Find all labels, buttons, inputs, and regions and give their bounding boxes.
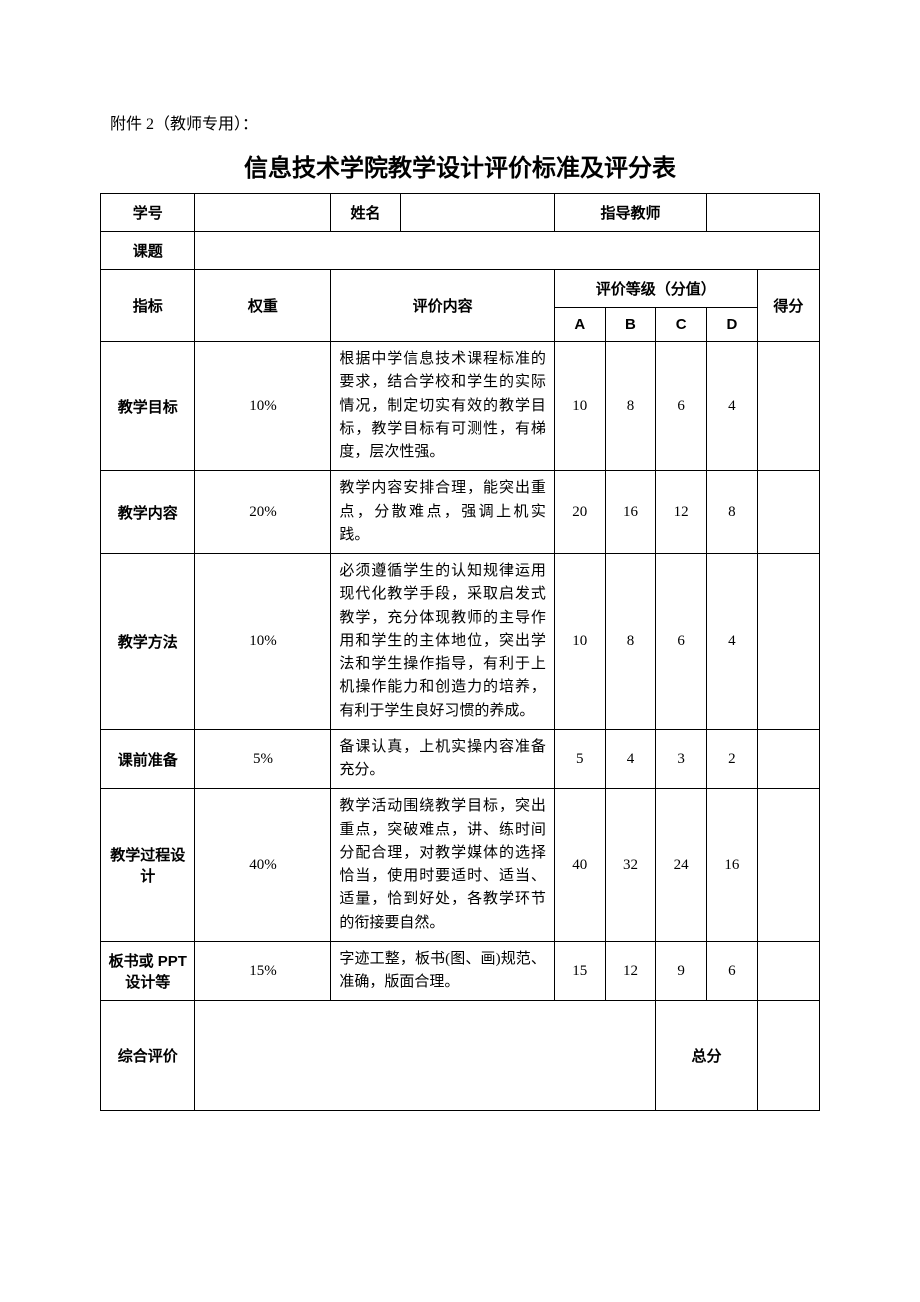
attachment-note: 附件 2（教师专用）： [110,110,820,134]
grade-d-cell: 2 [707,729,758,789]
header-grade-b: B [605,308,656,342]
score-cell[interactable] [757,729,819,789]
evaluation-table: 学号 姓名 指导教师 课题 指标 权重 评价内容 评价等级（分值） 得分 A B… [100,193,820,1111]
header-eval-content: 评价内容 [331,270,555,342]
grade-d-cell: 16 [707,789,758,942]
grade-a-cell: 20 [554,471,605,554]
label-name: 姓名 [331,194,400,232]
header-weight: 权重 [195,270,331,342]
grade-a-cell: 10 [554,342,605,471]
content-cell: 必须遵循学生的认知规律运用现代化教学手段，采取启发式教学，充分体现教师的主导作用… [331,554,555,730]
header-indicator: 指标 [101,270,195,342]
indicator-cell: 板书或 PPT 设计等 [101,941,195,1001]
indicator-cell: 教学目标 [101,342,195,471]
content-cell: 备课认真，上机实操内容准备充分。 [331,729,555,789]
score-cell[interactable] [757,941,819,1001]
field-topic[interactable] [195,232,820,270]
grade-a-cell: 5 [554,729,605,789]
summary-row: 综合评价 总分 [101,1001,820,1111]
table-row: 教学内容 20% 教学内容安排合理，能突出重点，分散难点，强调上机实践。 20 … [101,471,820,554]
table-row: 课前准备 5% 备课认真，上机实操内容准备充分。 5 4 3 2 [101,729,820,789]
header-grade-c: C [656,308,707,342]
header-eval-level: 评价等级（分值） [554,270,757,308]
content-cell: 根据中学信息技术课程标准的要求，结合学校和学生的实际情况，制定切实有效的教学目标… [331,342,555,471]
weight-cell: 15% [195,941,331,1001]
score-cell[interactable] [757,554,819,730]
page-title: 信息技术学院教学设计评价标准及评分表 [100,148,820,183]
grade-b-cell: 8 [605,342,656,471]
grade-c-cell: 6 [656,554,707,730]
header-grade-a: A [554,308,605,342]
field-total[interactable] [757,1001,819,1111]
field-overall[interactable] [195,1001,656,1111]
weight-cell: 5% [195,729,331,789]
weight-cell: 10% [195,554,331,730]
header-score: 得分 [757,270,819,342]
label-overall: 综合评价 [101,1001,195,1111]
grade-c-cell: 12 [656,471,707,554]
grade-b-cell: 4 [605,729,656,789]
info-row-1: 学号 姓名 指导教师 [101,194,820,232]
label-total: 总分 [656,1001,757,1111]
label-student-id: 学号 [101,194,195,232]
weight-cell: 40% [195,789,331,942]
field-advisor[interactable] [707,194,820,232]
label-topic: 课题 [101,232,195,270]
grade-c-cell: 3 [656,729,707,789]
indicator-cell: 教学过程设计 [101,789,195,942]
grade-d-cell: 4 [707,554,758,730]
field-name[interactable] [400,194,554,232]
score-cell[interactable] [757,789,819,942]
score-cell[interactable] [757,342,819,471]
indicator-cell: 课前准备 [101,729,195,789]
score-cell[interactable] [757,471,819,554]
header-grade-d: D [707,308,758,342]
content-cell: 教学活动围绕教学目标，突出重点，突破难点，讲、练时间分配合理，对教学媒体的选择恰… [331,789,555,942]
weight-cell: 20% [195,471,331,554]
indicator-cell: 教学方法 [101,554,195,730]
grade-b-cell: 32 [605,789,656,942]
grade-d-cell: 6 [707,941,758,1001]
grade-a-cell: 40 [554,789,605,942]
grade-c-cell: 24 [656,789,707,942]
grade-b-cell: 12 [605,941,656,1001]
table-row: 教学目标 10% 根据中学信息技术课程标准的要求，结合学校和学生的实际情况，制定… [101,342,820,471]
grade-c-cell: 6 [656,342,707,471]
grade-d-cell: 4 [707,342,758,471]
indicator-cell: 教学内容 [101,471,195,554]
table-row: 板书或 PPT 设计等 15% 字迹工整，板书(图、画)规范、准确，版面合理。 … [101,941,820,1001]
grade-b-cell: 8 [605,554,656,730]
weight-cell: 10% [195,342,331,471]
grade-a-cell: 10 [554,554,605,730]
table-row: 教学过程设计 40% 教学活动围绕教学目标，突出重点，突破难点，讲、练时间分配合… [101,789,820,942]
info-row-2: 课题 [101,232,820,270]
content-cell: 字迹工整，板书(图、画)规范、准确，版面合理。 [331,941,555,1001]
field-student-id[interactable] [195,194,331,232]
grade-c-cell: 9 [656,941,707,1001]
header-row-1: 指标 权重 评价内容 评价等级（分值） 得分 [101,270,820,308]
grade-d-cell: 8 [707,471,758,554]
content-cell: 教学内容安排合理，能突出重点，分散难点，强调上机实践。 [331,471,555,554]
grade-a-cell: 15 [554,941,605,1001]
table-row: 教学方法 10% 必须遵循学生的认知规律运用现代化教学手段，采取启发式教学，充分… [101,554,820,730]
grade-b-cell: 16 [605,471,656,554]
label-advisor: 指导教师 [554,194,706,232]
